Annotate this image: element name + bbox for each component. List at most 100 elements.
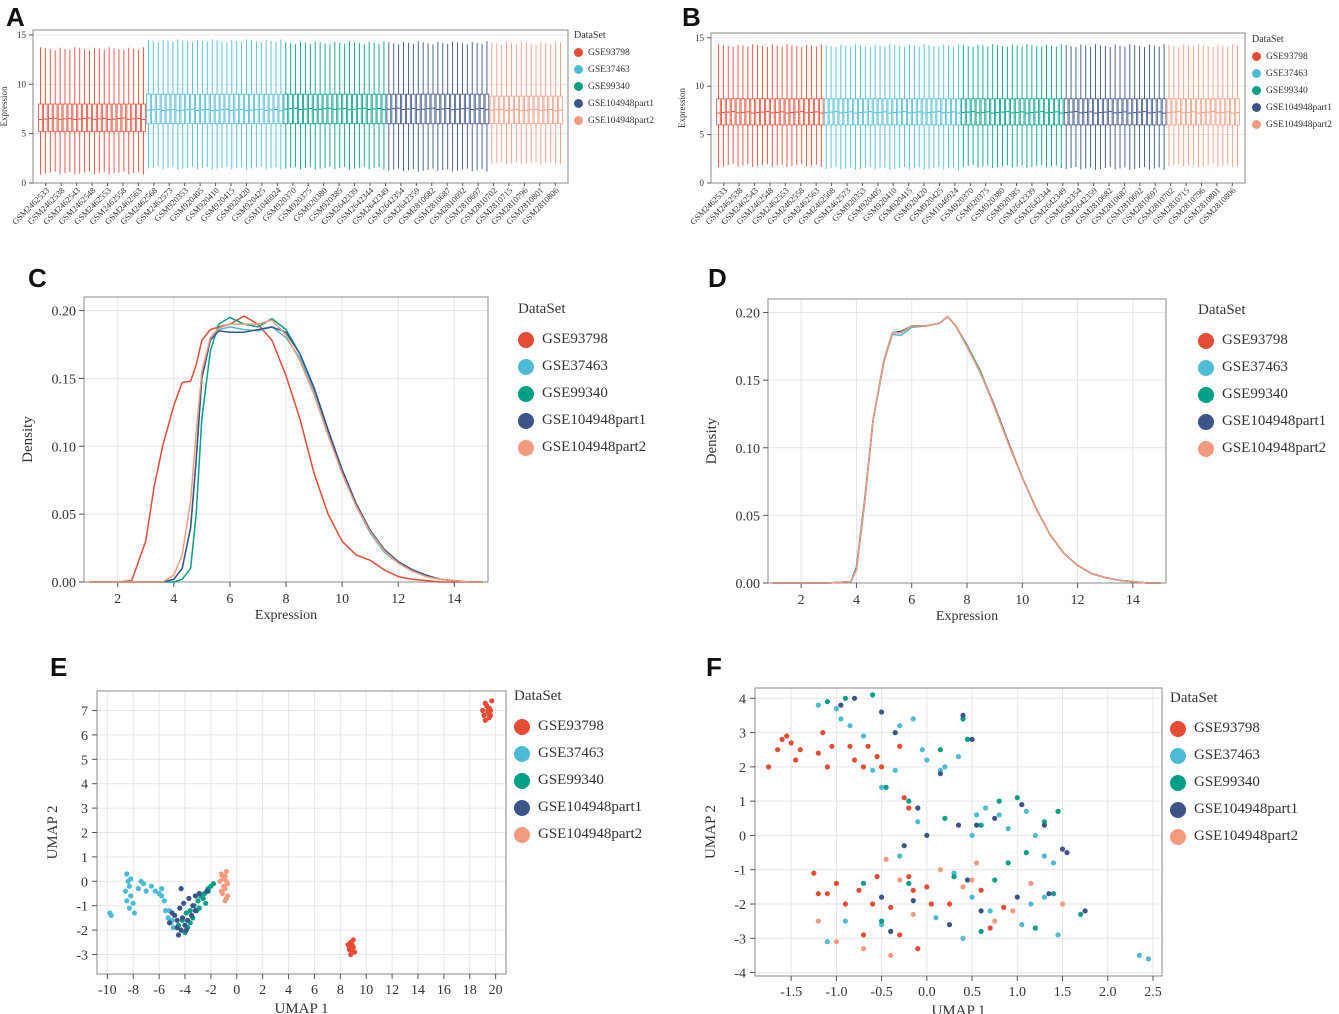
box bbox=[1098, 98, 1103, 126]
box bbox=[1112, 98, 1118, 126]
x-tick-label: 2.0 bbox=[1099, 985, 1117, 1000]
scatter-point-gse104948part2 bbox=[897, 877, 903, 883]
box bbox=[995, 98, 1000, 126]
box bbox=[1127, 98, 1133, 126]
legend-dot bbox=[514, 718, 530, 735]
scatter-point-gse99340 bbox=[964, 736, 971, 742]
scatter-point-gse93798 bbox=[820, 730, 826, 736]
panel-label-b: B bbox=[682, 2, 701, 32]
legend-item-gse37463: GSE37463 bbox=[1198, 354, 1326, 381]
box bbox=[1147, 98, 1152, 126]
scatter-point-gse104948part1 bbox=[955, 822, 962, 828]
box bbox=[872, 98, 878, 126]
scatter-point-gse104948part1 bbox=[178, 886, 184, 892]
legend-dot bbox=[514, 745, 530, 762]
box bbox=[1058, 98, 1064, 126]
scatter-point-gse37463 bbox=[135, 886, 141, 892]
legend-dot bbox=[1198, 413, 1214, 430]
scatter-point-gse93798 bbox=[874, 874, 880, 880]
x-tick-label: -6 bbox=[153, 983, 165, 998]
legend-label: GSE104948part2 bbox=[1222, 440, 1327, 456]
scatter-point-gse104948part1 bbox=[946, 922, 953, 928]
scatter-point-gse104948part1 bbox=[188, 912, 195, 918]
y-tick-label: 2 bbox=[739, 761, 746, 776]
scatter-point-gse104948part1 bbox=[186, 895, 192, 901]
box bbox=[916, 98, 922, 126]
scatter-point-gse104948part1 bbox=[892, 730, 898, 736]
y-tick-label: 0.00 bbox=[52, 576, 77, 591]
legend-item-gse37463: GSE37463 bbox=[514, 740, 642, 767]
scatter-point-gse37463 bbox=[960, 935, 966, 941]
scatter-point-gse37463 bbox=[870, 767, 876, 773]
box bbox=[946, 98, 951, 126]
x-tick-label: -1.5 bbox=[780, 985, 802, 1000]
scatter-point-gse37463 bbox=[124, 898, 130, 904]
scatter-point-gse37463 bbox=[143, 888, 149, 894]
density-plot-d: 2 4 6 8 10 12 14 0.00 0.05 0.10 0.15 0.20 Expression… bbox=[704, 298, 1167, 624]
y-tick-label: 10 bbox=[695, 81, 705, 91]
x-tick-label: 4 bbox=[170, 592, 177, 607]
legend-title: DataSet bbox=[1252, 34, 1284, 45]
scatter-point-gse37463 bbox=[924, 757, 930, 763]
box bbox=[38, 103, 43, 133]
legend-label: GSE99340 bbox=[1266, 85, 1308, 96]
box bbox=[721, 98, 726, 126]
scatter-point-gse37463 bbox=[1136, 952, 1142, 958]
scatter-point-gse93798 bbox=[815, 891, 821, 897]
panel-b: B 0 5 10 15 Expression GSM2462533 GSM2462538 GS… bbox=[670, 0, 1339, 245]
scatter-point-gse93798 bbox=[480, 707, 486, 714]
scatter-point-gse37463 bbox=[933, 915, 939, 921]
y-tick-label: 0.20 bbox=[736, 307, 761, 322]
legend-dot bbox=[514, 826, 530, 843]
box bbox=[750, 98, 755, 126]
x-tick-label: -2 bbox=[205, 983, 217, 998]
scatter-point-gse99340 bbox=[906, 798, 912, 804]
legend-item-gse104948part1: GSE104948part1 bbox=[1198, 408, 1326, 435]
scatter-point-gse37463 bbox=[1055, 932, 1061, 938]
scatter-point-gse93798 bbox=[485, 707, 491, 714]
box bbox=[126, 103, 132, 133]
scatter-point-gse37463 bbox=[996, 812, 1002, 818]
box bbox=[430, 93, 436, 125]
y-tick-label: 4 bbox=[739, 692, 746, 707]
scatter-point-gse93798 bbox=[987, 925, 993, 931]
scatter-point-gse37463 bbox=[130, 900, 136, 906]
scatter-point-gse104948part2 bbox=[860, 946, 867, 952]
legend-c: DataSet GSE93798 GSE37463 GSE99340 GSE10… bbox=[518, 301, 646, 461]
legend-label: GSE104948part1 bbox=[588, 98, 654, 109]
legend-label: GSE93798 bbox=[1194, 720, 1260, 736]
scatter-point-gse104948part1 bbox=[964, 877, 971, 883]
scatter-point-gse93798 bbox=[482, 717, 488, 723]
y-tick-label: -4 bbox=[734, 967, 746, 982]
box bbox=[1166, 98, 1172, 126]
legend-dot bbox=[1170, 801, 1186, 818]
legend-e: DataSet GSE93798 GSE37463 GSE99340 GSE10… bbox=[514, 688, 642, 848]
legend-d: DataSet GSE93798 GSE37463 GSE99340 GSE10… bbox=[1198, 302, 1326, 462]
box bbox=[1122, 98, 1128, 126]
scatter-point-gse99340 bbox=[992, 877, 998, 883]
legend-item-gse93798: GSE93798 bbox=[574, 44, 654, 61]
box bbox=[293, 93, 298, 125]
scatter-point-gse104948part2 bbox=[815, 918, 821, 924]
scatter-point-gse93798 bbox=[824, 764, 830, 770]
scatter-point-gse37463 bbox=[170, 925, 176, 931]
density-line-gse93798 bbox=[88, 315, 484, 583]
legend-dot bbox=[574, 48, 583, 57]
box bbox=[219, 93, 225, 125]
box bbox=[484, 93, 490, 125]
x-tick-label: 6 bbox=[311, 983, 318, 998]
legend-dot bbox=[1252, 120, 1261, 129]
box bbox=[716, 98, 721, 126]
box bbox=[499, 95, 504, 125]
y-tick-label: 10 bbox=[17, 79, 27, 89]
scatter-point-gse37463 bbox=[860, 733, 867, 739]
x-tick-label: -0.5 bbox=[871, 985, 893, 1000]
legend-item-gse104948part1: GSE104948part1 bbox=[1170, 796, 1298, 823]
y-tick-label: 5 bbox=[81, 753, 88, 768]
scatter-point-gse37463 bbox=[122, 888, 129, 894]
box bbox=[921, 98, 927, 126]
legend-label: GSE93798 bbox=[1266, 51, 1308, 62]
panel-f: F -1.5 -1.0 -0.5 0.0 0.5 1.0 1.5 2.0 2.5 -4 -3 -2 -1… bbox=[670, 640, 1339, 1014]
scatter-point-gse99340 bbox=[200, 895, 206, 901]
box bbox=[244, 93, 249, 125]
